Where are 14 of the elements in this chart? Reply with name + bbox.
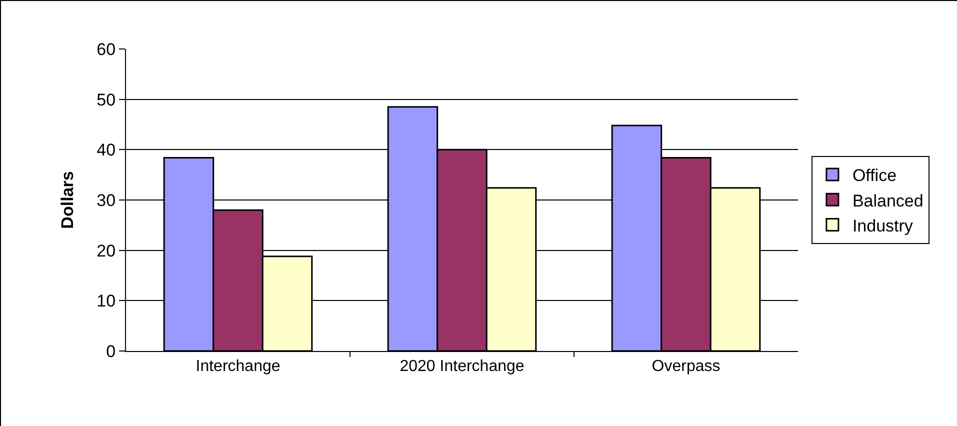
x-tick-label: Interchange xyxy=(196,358,280,376)
legend-label: Office xyxy=(852,166,897,186)
y-tick-label: 40 xyxy=(96,140,116,160)
y-axis-title: Dollars xyxy=(58,171,78,229)
y-tick-label: 20 xyxy=(96,241,116,260)
legend-label: Balanced xyxy=(852,191,924,210)
y-tick-label: 50 xyxy=(96,90,116,110)
y-tick-label: 30 xyxy=(96,190,116,210)
y-tick-label: 60 xyxy=(96,40,116,59)
y-tick-label: 10 xyxy=(96,292,116,311)
x-tick-label: 2020 Interchange xyxy=(400,358,524,376)
y-tick-label: 0 xyxy=(106,342,116,361)
x-tick-label: Overpass xyxy=(652,358,720,376)
legend-label: Industry xyxy=(852,216,914,236)
